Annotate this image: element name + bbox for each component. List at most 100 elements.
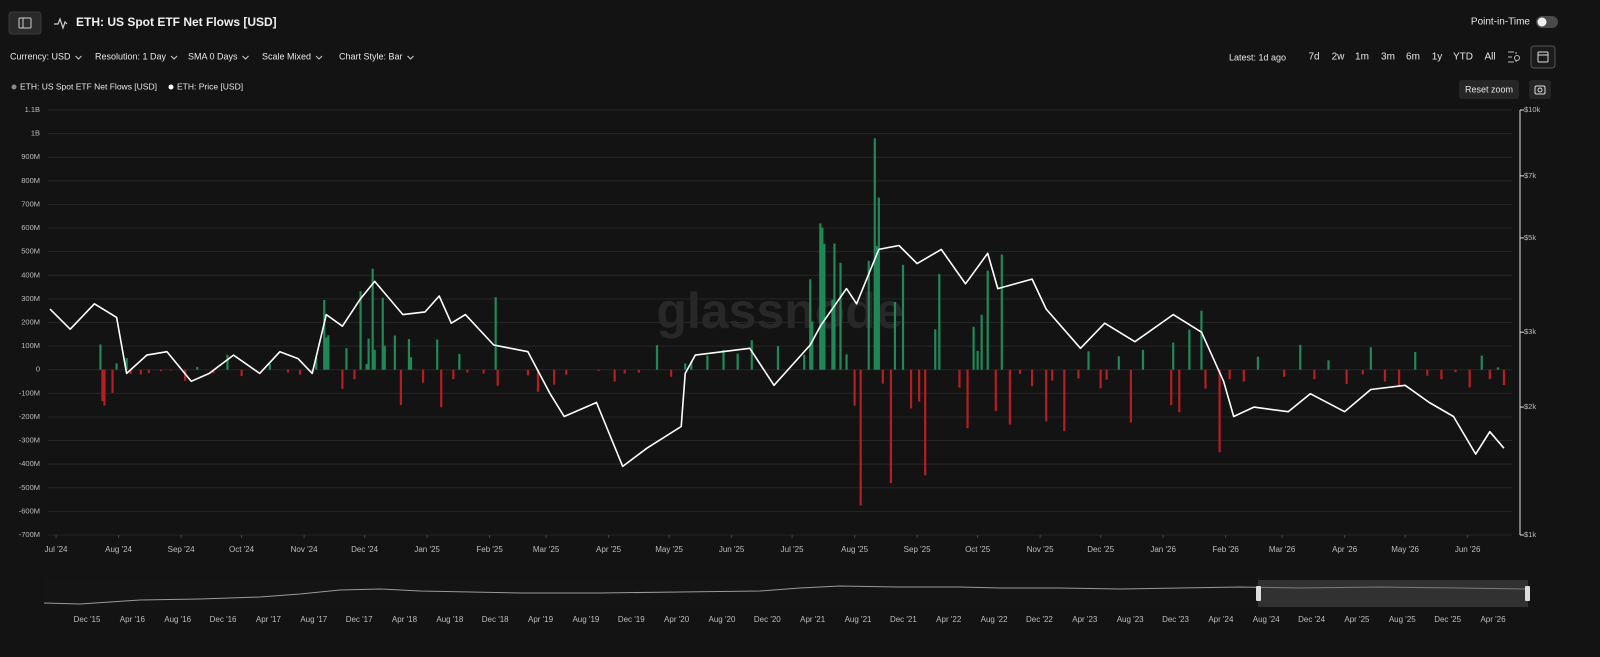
flow-bar [958,369,961,388]
flow-bar [845,354,848,370]
y-tick-label: 400M [21,270,40,279]
y-tick-label: 700M [21,199,40,208]
flow-bar [103,369,106,406]
navigator-tick-label: Dec '18 [482,615,509,624]
navigator: Dec '15 Apr '16 Aug '16 Dec '16 Apr '17 Aug '… [43,578,1530,624]
flow-bar [1468,369,1471,388]
zoom-icon[interactable] [1508,51,1517,63]
flow-bar [994,369,997,412]
y-tick-label: 100M [21,341,40,350]
range-button[interactable]: YTD [1453,52,1473,63]
flow-bar [1045,369,1048,422]
flow-bar [881,369,884,384]
flow-bar [315,357,318,370]
navigator-tick-label: Aug '23 [1117,615,1144,624]
y-tick-label: 200M [21,317,40,326]
navigator-tick-label: Apr '17 [256,615,282,624]
flow-bar [125,358,128,370]
legend-label[interactable]: ETH: Price [USD] [177,81,243,91]
flow-bar [986,270,989,370]
flow-bar [1426,369,1429,376]
y-tick-label: -600M [19,506,40,515]
x-tick-label: Jan '26 [1150,545,1176,554]
flow-bar [393,335,396,370]
navigator-selection[interactable] [1258,580,1528,607]
y-tick-label: -300M [19,436,40,445]
calendar-button[interactable] [1530,45,1556,69]
x-tick-label: Jul '25 [781,545,804,554]
x-tick-label: Dec '25 [1087,545,1114,554]
x-tick-label: Aug '25 [841,545,868,554]
toolbar-option[interactable]: Resolution: 1 Day [95,51,167,61]
flow-bar [1105,369,1108,380]
navigator-tick-label: Dec '23 [1162,615,1189,624]
flow-bar [1172,342,1175,370]
flow-bar [323,300,326,370]
flow-bar [853,369,856,406]
navigator-tick-label: Apr '25 [1344,615,1370,624]
navigator-series [43,585,1529,605]
navigator-tick-label: Apr '21 [800,615,826,624]
flow-bar [875,246,878,370]
navigator-tick-label: Apr '20 [664,615,690,624]
flow-bar [1218,369,1221,453]
reset-zoom-label: Reset zoom [1465,84,1513,94]
flow-bar [494,297,497,370]
flow-bar [341,369,344,389]
range-button[interactable]: 3m [1381,52,1395,63]
range-button[interactable]: 6m [1406,52,1420,63]
flow-bar [212,369,215,374]
range-button[interactable]: 1m [1355,52,1369,63]
flow-bar [482,369,485,374]
sidebar-toggle[interactable] [8,11,42,35]
flow-bar [196,366,199,370]
flow-bar [811,321,814,370]
x-tick-label: Nov '24 [291,545,318,554]
navigator-tick-label: Apr '19 [528,615,554,624]
flow-bar [298,369,302,375]
range-button[interactable]: 2w [1332,52,1346,63]
navigator-tick-label: Aug '16 [164,615,191,624]
screenshot-button[interactable] [1529,80,1551,99]
flow-bar [670,369,673,377]
flow-bar [873,138,876,370]
dropdown-chevron [170,55,178,60]
navigator-tick-label: Aug '20 [709,615,736,624]
x-tick-label: Sep '25 [904,545,931,554]
navigator-tick-label: Dec '21 [890,615,917,624]
flow-bar [893,301,897,370]
flow-bar [972,326,975,370]
toolbar-option[interactable]: Currency: USD [10,51,71,61]
y2-tick-label: $1k [1524,530,1536,539]
flow-bar [938,274,941,370]
dropdown-chevron [407,55,414,60]
flow-bar [169,369,173,371]
toolbar-option[interactable]: SMA 0 Days [188,51,238,61]
flow-bar [839,262,842,370]
toolbar-option[interactable]: Scale Mixed [262,51,311,61]
flow-bar [139,369,142,375]
flow-bar [115,363,118,370]
range-button[interactable]: 7d [1308,52,1319,63]
range-button[interactable]: All [1484,52,1495,63]
toggle-knob [1537,17,1547,27]
flow-bar [1454,369,1457,373]
x-tick-label: Mar '25 [533,545,560,554]
x-tick-label: Apr '25 [596,545,622,554]
flow-bar [240,369,243,377]
range-button[interactable]: 1y [1432,52,1443,63]
legend: ETH: US Spot ETF Net Flows [USD] ETH: Pri… [11,81,243,91]
y-tick-label: 800M [21,176,40,185]
flow-bar [458,353,461,370]
flow-bar [966,369,969,429]
flow-bar [536,369,540,392]
navigator-tick-label: Aug '18 [436,615,463,624]
range-buttons: 7d 2w 1m 3m 6m 1y YTD All [1308,52,1495,63]
flow-bar [466,369,469,373]
reset-zoom-button[interactable] [1459,80,1519,99]
toolbar-option[interactable]: Chart Style: Bar [339,51,403,61]
navigator-handle-left[interactable] [1256,586,1261,601]
navigator-handle-right[interactable] [1525,586,1530,601]
legend-label[interactable]: ETH: US Spot ETF Net Flows [USD] [20,81,157,91]
